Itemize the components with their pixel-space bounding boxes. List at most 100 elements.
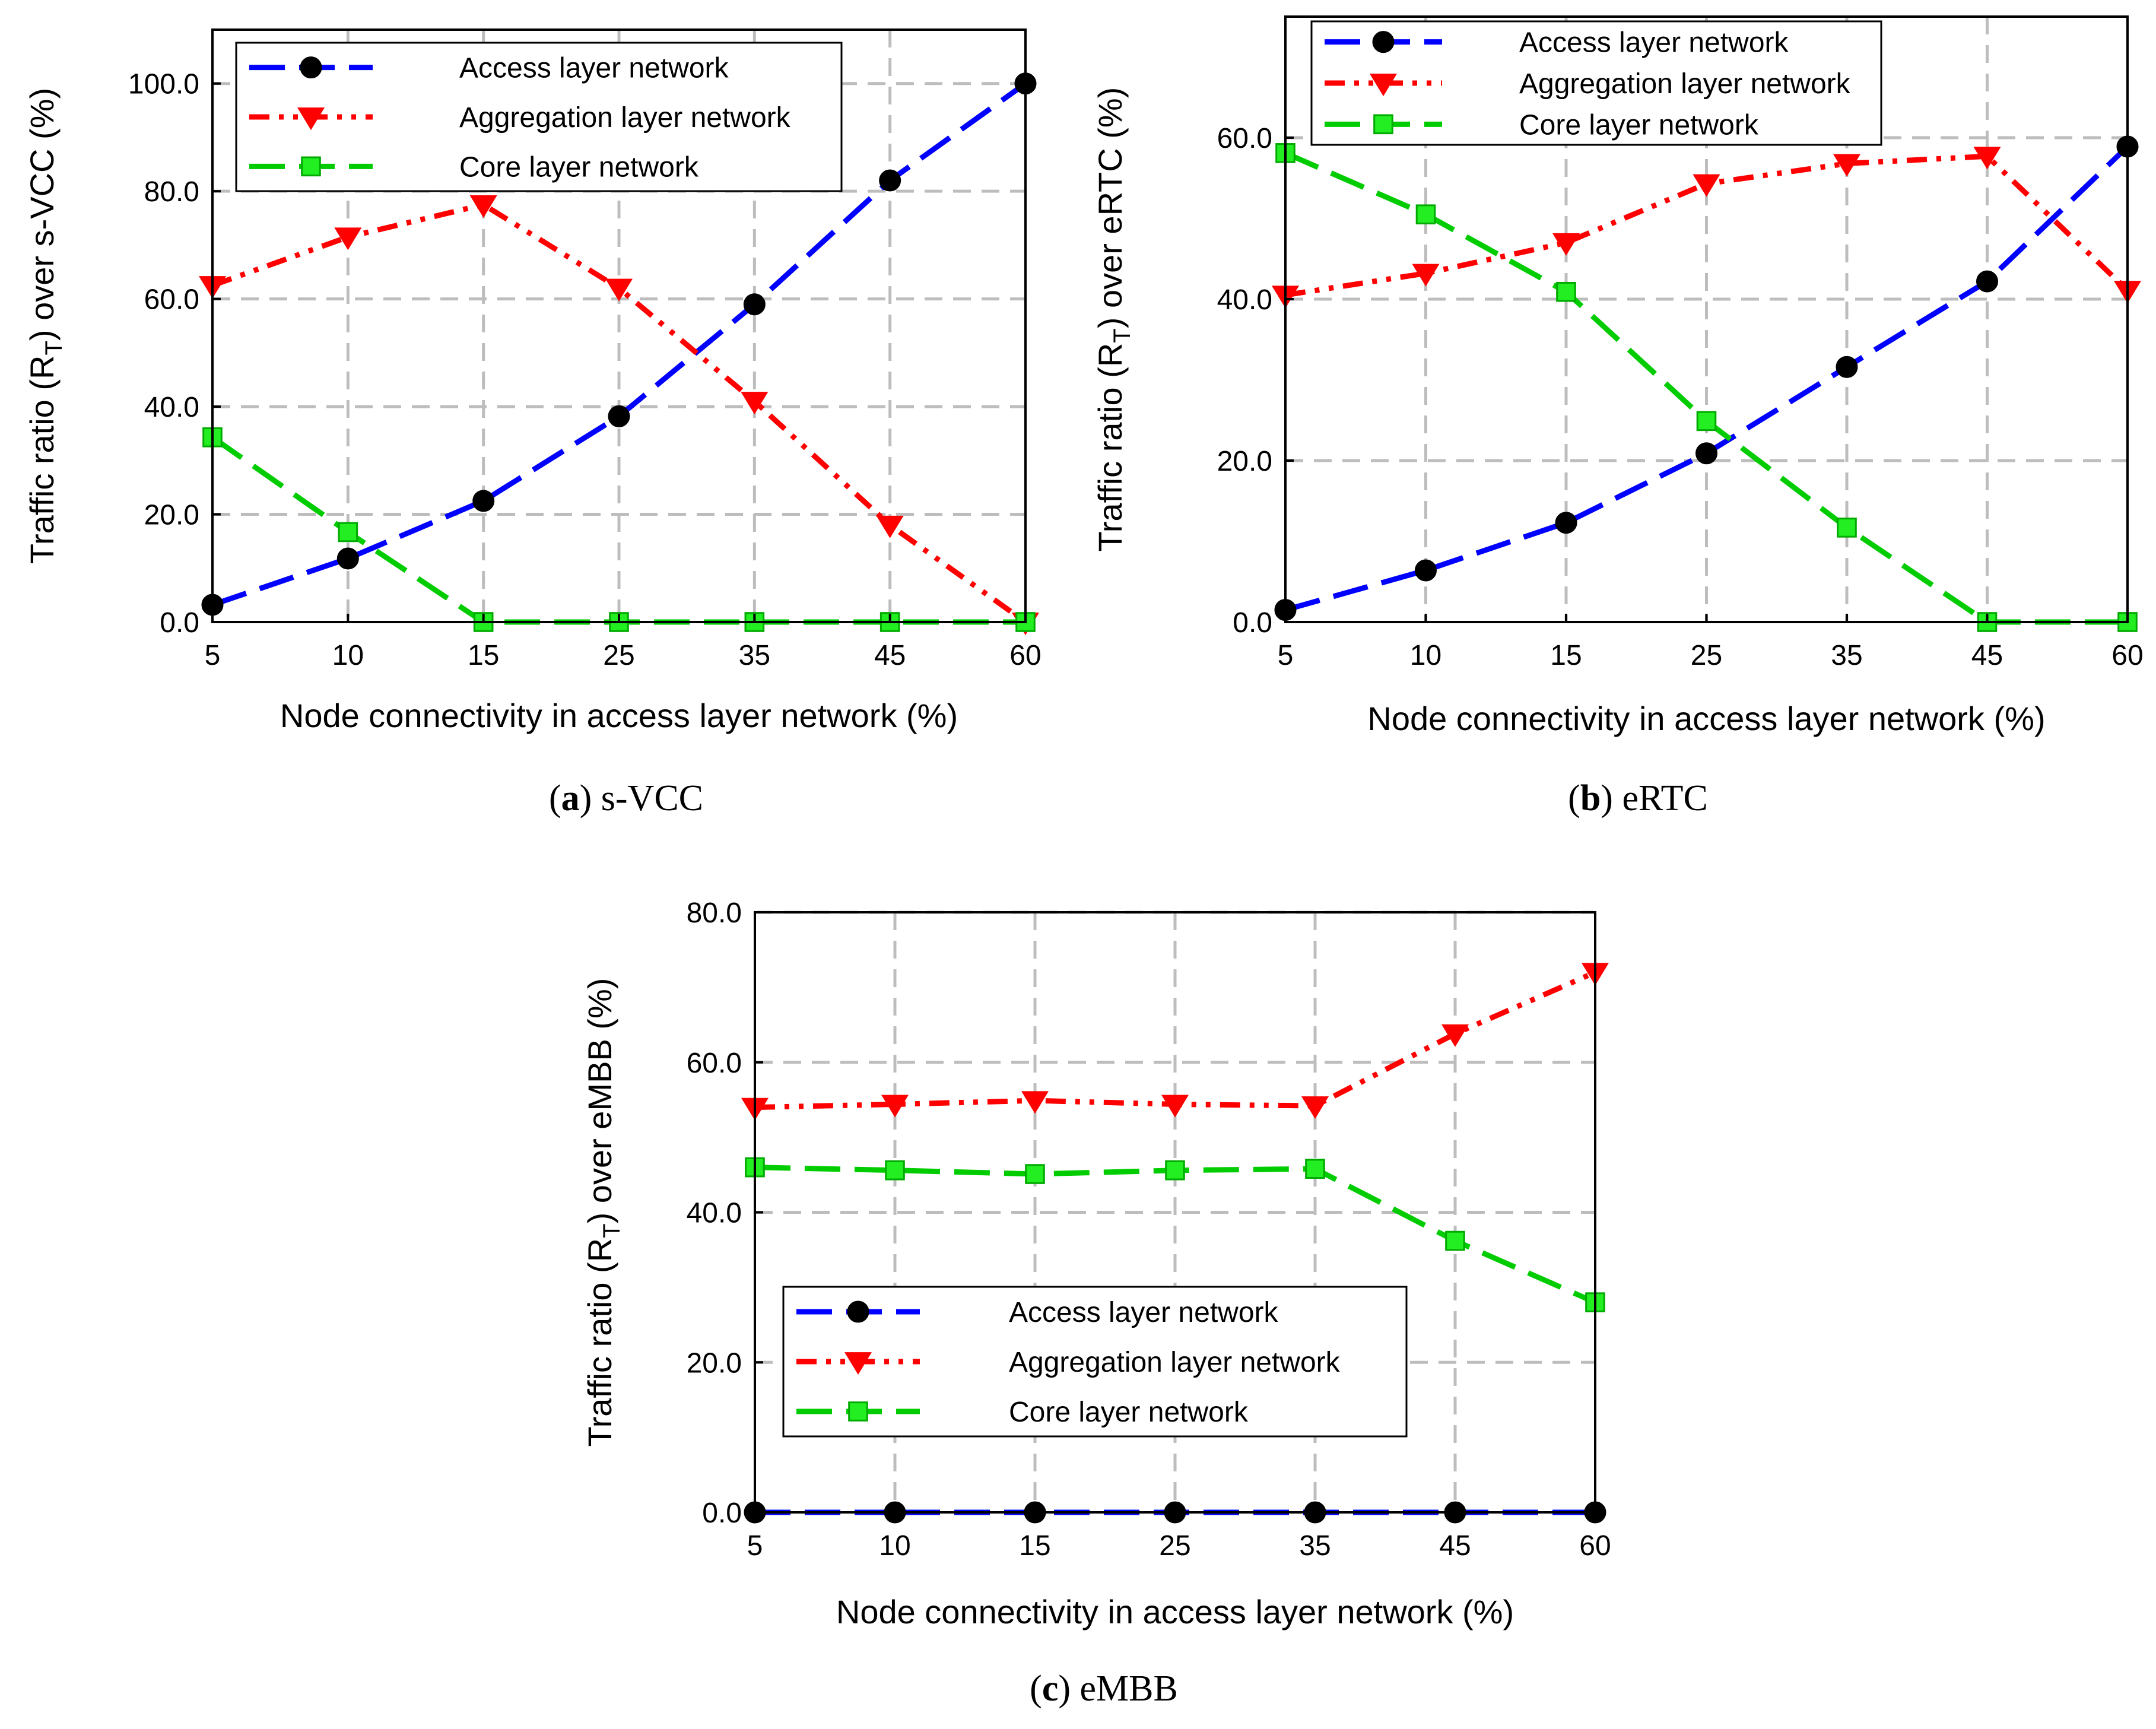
y-axis-title: Traffic ratio (RT) over eMBB (%) (581, 978, 625, 1447)
series-core-layer-network (745, 1157, 1605, 1312)
legend-marker (1372, 31, 1395, 53)
legend-marker (300, 56, 322, 79)
legend-label: Access layer network (459, 53, 729, 84)
data-point (1837, 518, 1857, 538)
legend-item: Core layer network (249, 151, 699, 183)
data-point (605, 278, 633, 302)
y-tick-label: 20.0 (687, 1347, 742, 1379)
x-tick-label: 60 (2111, 640, 2143, 671)
y-tick-label: 60.0 (144, 284, 199, 316)
data-point (469, 195, 497, 218)
data-point (1976, 270, 1998, 293)
data-point (1445, 1230, 1465, 1251)
data-point (885, 1160, 905, 1181)
data-point (1695, 442, 1717, 465)
y-tick-label: 100.0 (128, 69, 199, 100)
data-point (336, 547, 359, 570)
chart-a: 5 10 15 25 35 45 60 0.0 20.0 40.0 60.0 80.0 100.0 Nod… (23, 28, 1042, 819)
data-point (876, 515, 904, 538)
legend-label: Aggregation layer network (459, 102, 791, 134)
x-tick-label: 25 (1159, 1530, 1190, 1562)
x-tick-label: 15 (468, 640, 499, 671)
x-tick-label: 5 (747, 1530, 763, 1562)
legend-item: Core layer network (1325, 109, 1759, 141)
x-tick-label: 25 (603, 640, 634, 671)
x-tick-label: 35 (739, 640, 770, 671)
x-tick-label: 45 (1971, 640, 2003, 671)
data-point (1552, 233, 1580, 256)
x-tick-label: 10 (1410, 640, 1441, 671)
subfigure-caption: (a) s-VCC (549, 778, 703, 819)
data-point (743, 293, 766, 316)
legend-item: Aggregation layer network (1325, 68, 1851, 100)
subfigure-caption: (b) eRTC (1568, 778, 1708, 819)
data-point (1556, 281, 1576, 302)
data-point (1441, 1024, 1469, 1047)
x-tick-label: 5 (1278, 640, 1294, 671)
y-tick-label: 80.0 (144, 176, 199, 208)
legend-marker (848, 1401, 868, 1422)
data-point (879, 169, 901, 192)
legend-item: Access layer network (1325, 27, 1789, 59)
x-axis-title: Node connectivity in access layer networ… (280, 697, 958, 734)
data-point (1161, 1094, 1189, 1118)
data-point (1833, 154, 1861, 177)
legend-item: Aggregation layer network (796, 1347, 1341, 1378)
x-tick-label: 60 (1009, 640, 1041, 671)
legend-label: Core layer network (1009, 1397, 1249, 1428)
data-point (1025, 1164, 1045, 1184)
y-axis-title: Traffic ratio (RT) over s-VCC (%) (23, 88, 67, 564)
y-tick-label: 40.0 (144, 392, 199, 423)
x-tick-label: 10 (879, 1530, 910, 1562)
data-point (608, 405, 630, 427)
legend-marker (844, 1352, 872, 1375)
data-point (1021, 1091, 1049, 1114)
y-tick-label: 0.0 (702, 1498, 742, 1529)
legend-marker (301, 156, 321, 177)
x-tick-label: 5 (205, 640, 221, 671)
legend-label: Core layer network (1519, 109, 1759, 141)
legend: Access layer network Aggregation layer ne… (235, 42, 843, 192)
y-tick-label: 20.0 (144, 500, 199, 531)
data-point (741, 392, 769, 415)
legend-item: Access layer network (796, 1297, 1278, 1328)
legend-label: Aggregation layer network (1009, 1347, 1341, 1378)
data-point (1165, 1160, 1185, 1181)
series-aggregation-layer-network (1271, 147, 2142, 309)
y-tick-label: 60.0 (1217, 123, 1272, 154)
data-point (1836, 356, 1858, 378)
data-point (338, 522, 358, 543)
y-tick-label: 40.0 (1217, 284, 1272, 316)
x-tick-label: 45 (1439, 1530, 1471, 1562)
legend-marker (847, 1300, 869, 1323)
y-tick-label: 60.0 (687, 1048, 742, 1079)
legend-marker (297, 107, 325, 131)
legend-label: Core layer network (459, 151, 699, 183)
y-tick-label: 80.0 (687, 897, 742, 929)
chart-c: 5 10 15 25 35 45 60 0.0 20.0 40.0 60.0 80.0 Node con… (581, 897, 1611, 1709)
data-point (1301, 1096, 1329, 1119)
x-tick-label: 35 (1299, 1530, 1331, 1562)
data-point (1415, 559, 1437, 582)
data-point (1973, 147, 2001, 170)
legend-label: Access layer network (1519, 27, 1789, 59)
subfigure-caption: (c) eMBB (1030, 1668, 1178, 1709)
y-tick-label: 20.0 (1217, 446, 1272, 477)
legend-marker (1373, 114, 1393, 135)
x-tick-label: 35 (1831, 640, 1862, 671)
data-point (1305, 1159, 1325, 1179)
x-axis-title: Node connectivity in access layer networ… (1367, 700, 2045, 737)
x-tick-label: 45 (874, 640, 906, 671)
y-tick-label: 40.0 (687, 1198, 742, 1229)
y-axis-title: Traffic ratio (RT) over eRTC (%) (1091, 87, 1135, 552)
chart-b: 5 10 15 25 35 45 60 0.0 20.0 40.0 60.0 Node connect… (1091, 15, 2144, 819)
x-tick-label: 15 (1019, 1530, 1050, 1562)
x-tick-label: 25 (1691, 640, 1722, 671)
data-point (1696, 411, 1717, 432)
x-tick-label: 10 (332, 640, 364, 671)
data-point (1412, 264, 1440, 287)
legend-marker (1369, 74, 1398, 97)
data-point (472, 490, 495, 512)
x-tick-label: 15 (1550, 640, 1582, 671)
